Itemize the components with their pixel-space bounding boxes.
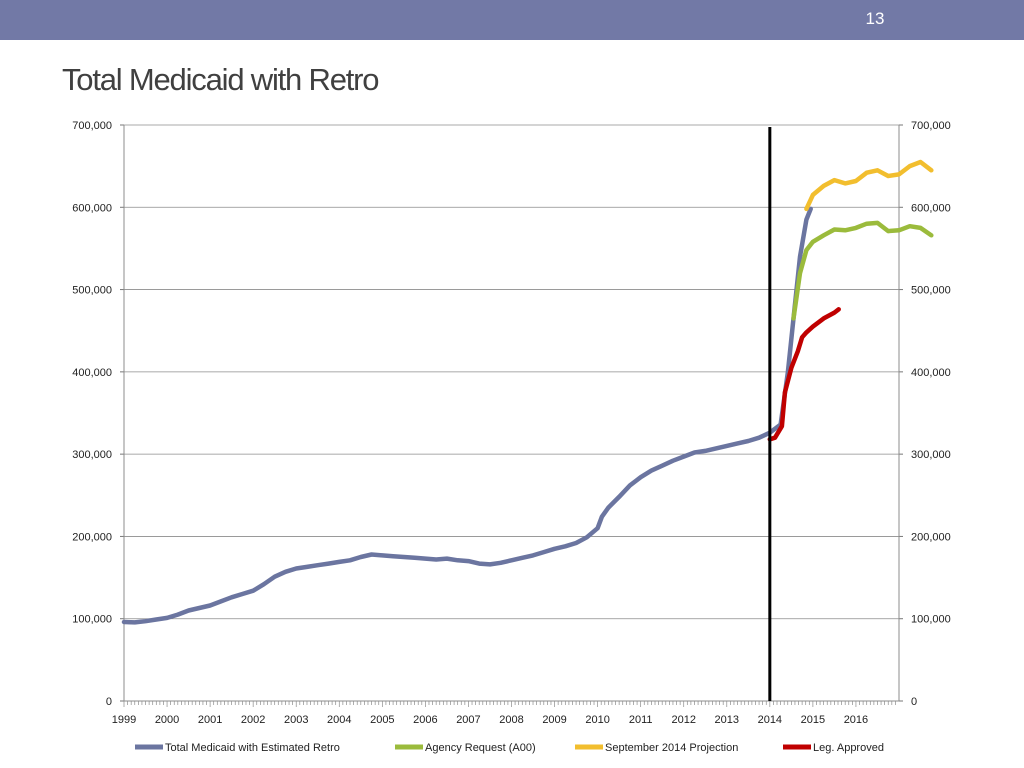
x-tick-label: 2009 bbox=[542, 714, 566, 726]
x-tick-label: 2000 bbox=[155, 714, 179, 726]
y-tick-label-left: 700,000 bbox=[72, 120, 112, 132]
y-tick-label-left: 300,000 bbox=[72, 449, 112, 461]
series-line bbox=[804, 159, 934, 212]
y-tick-label-right: 300,000 bbox=[911, 449, 951, 461]
y-tick-label-left: 500,000 bbox=[72, 285, 112, 297]
y-tick-label-left: 100,000 bbox=[72, 614, 112, 626]
legend-label: Leg. Approved bbox=[813, 742, 884, 754]
top-bar bbox=[0, 0, 1024, 40]
legend-label: Agency Request (A00) bbox=[425, 742, 536, 754]
x-tick-label: 2016 bbox=[844, 714, 868, 726]
series-line bbox=[791, 220, 934, 321]
y-tick-label-right: 200,000 bbox=[911, 531, 951, 543]
y-tick-label-left: 400,000 bbox=[72, 367, 112, 379]
y-tick-label-right: 400,000 bbox=[911, 367, 951, 379]
x-tick-label: 2004 bbox=[327, 714, 351, 726]
slide-number: 13 bbox=[865, 9, 885, 28]
x-tick-label: 2003 bbox=[284, 714, 308, 726]
x-tick-label: 2014 bbox=[758, 714, 782, 726]
y-tick-label-left: 600,000 bbox=[72, 202, 112, 214]
x-tick-label: 2005 bbox=[370, 714, 394, 726]
y-tick-label-right: 500,000 bbox=[911, 285, 951, 297]
series-line bbox=[767, 307, 841, 442]
x-tick-label: 2015 bbox=[801, 714, 825, 726]
y-tick-label-right: 0 bbox=[911, 696, 917, 708]
y-tick-label-right: 700,000 bbox=[911, 120, 951, 132]
legend-label: September 2014 Projection bbox=[605, 742, 738, 754]
y-tick-label-right: 100,000 bbox=[911, 614, 951, 626]
x-tick-label: 2001 bbox=[198, 714, 222, 726]
x-tick-label: 2013 bbox=[715, 714, 739, 726]
x-tick-label: 2010 bbox=[585, 714, 609, 726]
y-tick-label-left: 0 bbox=[106, 696, 112, 708]
x-tick-label: 2012 bbox=[671, 714, 695, 726]
page-title: Total Medicaid with Retro bbox=[62, 62, 380, 97]
x-tick-label: 1999 bbox=[112, 714, 136, 726]
legend-label: Total Medicaid with Estimated Retro bbox=[165, 742, 340, 754]
y-tick-label-left: 200,000 bbox=[72, 531, 112, 543]
y-tick-label-right: 600,000 bbox=[911, 202, 951, 214]
series-line bbox=[121, 206, 813, 625]
x-tick-label: 2006 bbox=[413, 714, 437, 726]
x-tick-label: 2002 bbox=[241, 714, 265, 726]
x-tick-label: 2011 bbox=[629, 714, 653, 726]
x-tick-label: 2007 bbox=[456, 714, 480, 726]
x-tick-label: 2008 bbox=[499, 714, 523, 726]
